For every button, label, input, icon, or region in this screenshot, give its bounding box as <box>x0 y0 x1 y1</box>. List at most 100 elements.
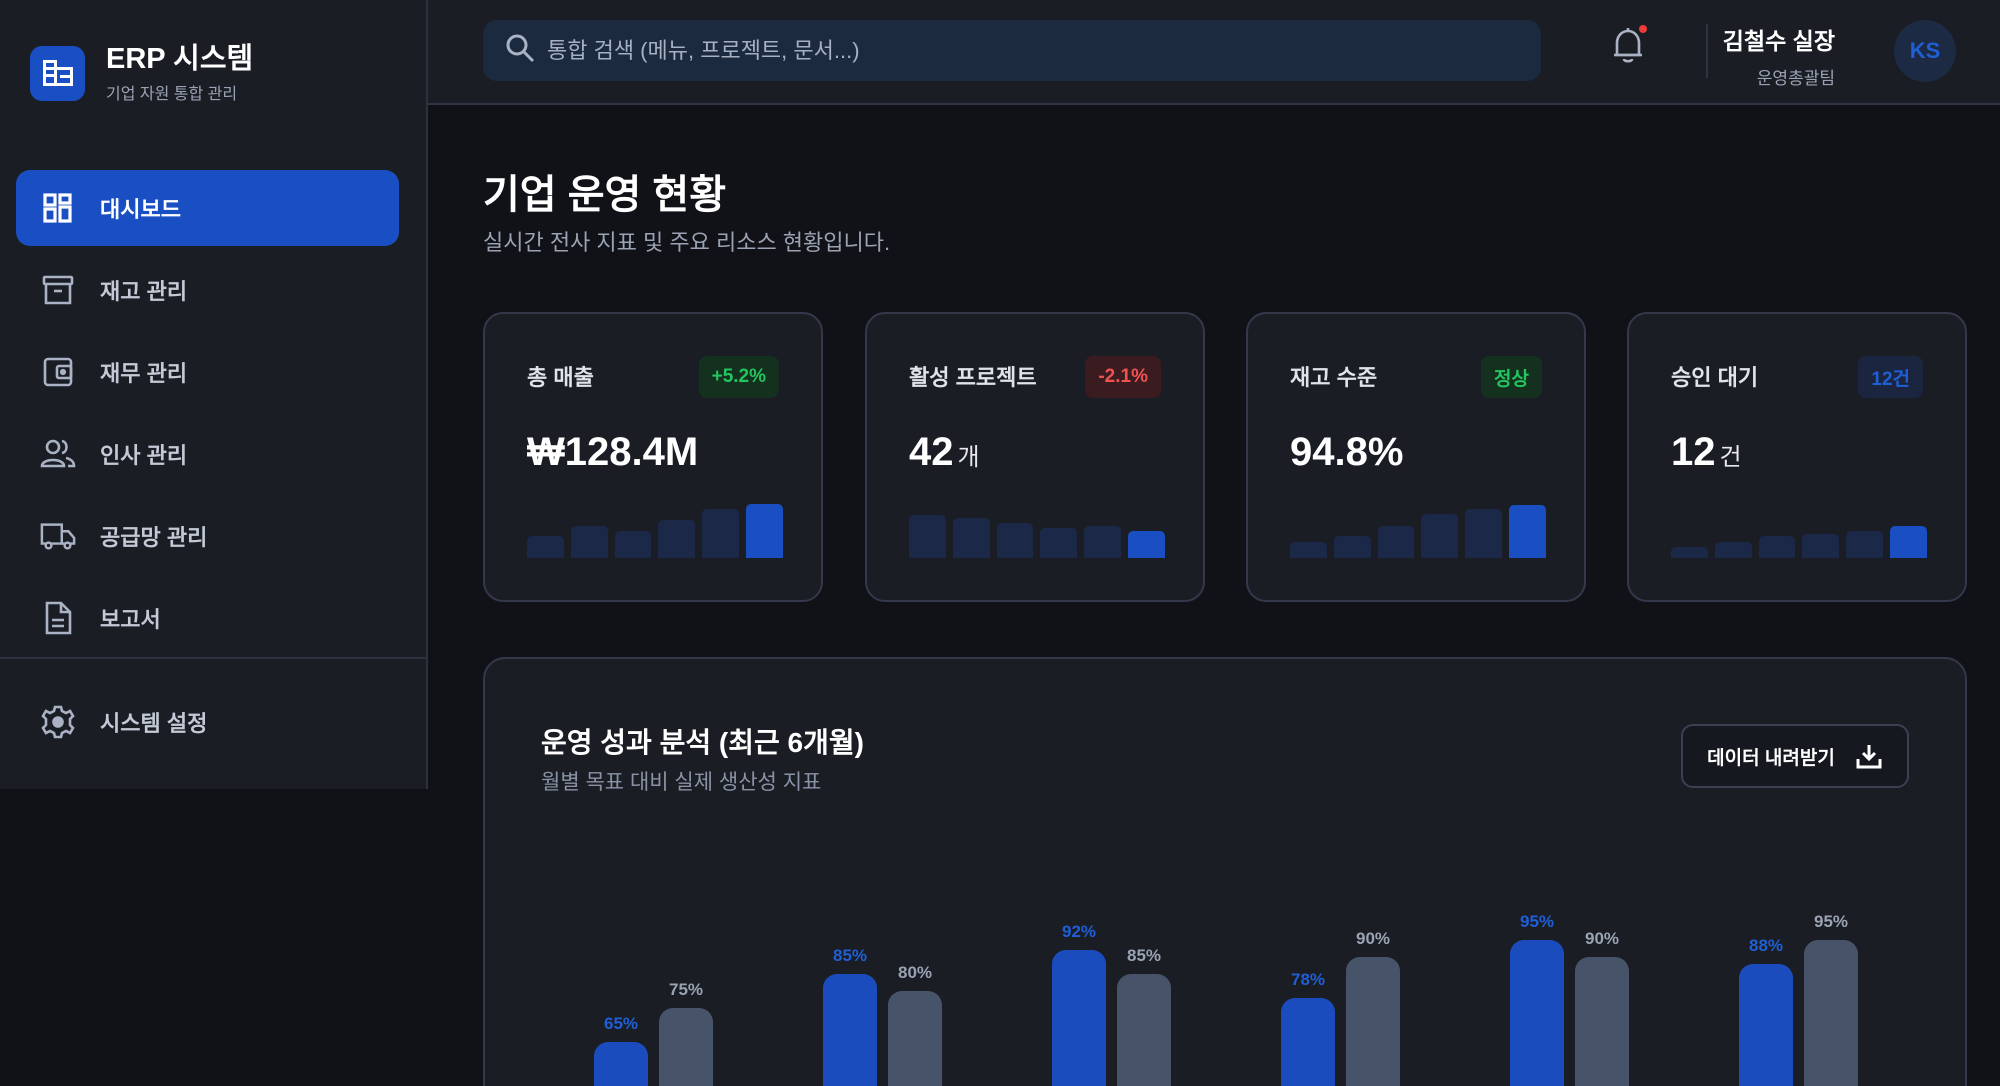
target-bar[interactable] <box>1575 957 1629 1086</box>
actual-bar[interactable] <box>594 1042 648 1086</box>
kpi-title: 활성 프로젝트 <box>909 365 1037 390</box>
actual-bar[interactable] <box>1281 997 1335 1086</box>
user-name: 김철수 실장 <box>1722 28 1835 54</box>
kpi-sparkline <box>527 498 783 558</box>
user-info[interactable]: 김철수 실장 운영총괄팀 <box>1723 22 1835 89</box>
unread-indicator <box>1639 25 1647 33</box>
kpi-title: 총 매출 <box>527 365 594 390</box>
gear-icon <box>40 704 76 740</box>
kpi-value-number: ₩128.4M <box>527 430 699 474</box>
kpi-value: 42 개 <box>909 430 980 475</box>
sparkline-bar <box>1040 528 1078 558</box>
kpi-card-approvals[interactable]: 승인 대기 12건 12 건 <box>1627 312 1967 602</box>
chart-bar-group: 88% 95% <box>1739 659 1858 1086</box>
dashboard-grid-icon <box>40 190 76 226</box>
sidebar-item-label: 보고서 <box>100 607 161 632</box>
target-bar[interactable] <box>659 1008 713 1086</box>
bar-value-label: 95% <box>1519 912 1555 931</box>
bar-value-label: 85% <box>1126 946 1162 965</box>
global-search[interactable] <box>483 20 1541 81</box>
download-data-button[interactable]: 데이터 내려받기 <box>1681 724 1909 788</box>
bar-value-label: 75% <box>668 980 704 999</box>
sidebar-item-label: 인사 관리 <box>100 443 188 468</box>
sparkline-bar <box>658 520 696 558</box>
chart-bar-group: 78% 90% <box>1281 659 1400 1086</box>
kpi-value: ₩128.4M <box>527 430 698 475</box>
sidebar-item-reports[interactable]: 보고서 <box>16 580 399 656</box>
sidebar-nav: 대시보드 재고 관리 재무 관리 인사 관리 공급망 관리 <box>16 170 399 662</box>
sparkline-bar <box>746 504 783 558</box>
sidebar-item-hr[interactable]: 인사 관리 <box>16 416 399 492</box>
chart-bar-group: 95% 90% <box>1510 659 1629 1086</box>
sparkline-bar <box>1509 505 1546 558</box>
sidebar-item-dashboard[interactable]: 대시보드 <box>16 170 399 246</box>
kpi-card-inventory[interactable]: 재고 수준 정상 94.8% <box>1246 312 1586 602</box>
sidebar-item-settings[interactable]: 시스템 설정 <box>16 684 399 760</box>
target-bar[interactable] <box>1804 940 1858 1086</box>
sidebar-item-supply-chain[interactable]: 공급망 관리 <box>16 498 399 574</box>
kpi-sparkline <box>909 498 1165 558</box>
user-team: 운영총괄팀 <box>1756 69 1835 88</box>
search-input[interactable] <box>547 37 1497 64</box>
kpi-unit: 건 <box>1719 444 1742 471</box>
sidebar-item-label: 재무 관리 <box>100 361 188 386</box>
sidebar-item-label: 시스템 설정 <box>100 711 208 736</box>
panel-subtitle: 월별 목표 대비 실제 생산성 지표 <box>541 771 822 794</box>
kpi-badge: -2.1% <box>1085 356 1161 398</box>
actual-bar[interactable] <box>1052 950 1106 1086</box>
chart-bar-group: 92% 85% <box>1052 659 1171 1086</box>
sidebar-item-label: 대시보드 <box>100 197 181 222</box>
users-icon <box>40 436 76 472</box>
kpi-value-number: 12 <box>1671 430 1716 474</box>
kpi-value: 12 건 <box>1671 430 1742 475</box>
sparkline-bar <box>1846 531 1884 558</box>
header-divider <box>1706 24 1708 78</box>
sidebar-item-finance[interactable]: 재무 관리 <box>16 334 399 410</box>
sparkline-bar <box>1890 526 1927 558</box>
sparkline-bar <box>1084 526 1122 558</box>
sparkline-bar <box>996 523 1034 558</box>
kpi-sparkline <box>1290 498 1546 558</box>
sidebar-item-inventory[interactable]: 재고 관리 <box>16 252 399 328</box>
sidebar-item-label: 재고 관리 <box>100 279 188 304</box>
download-icon <box>1855 742 1883 770</box>
chart-bar-group: 65% 75% <box>594 659 713 1086</box>
truck-icon <box>40 518 76 554</box>
performance-bar-chart: 65% 75% 85% 80% 92% 85% 78% 90% 95% 90% 88% 95% <box>485 659 1965 1086</box>
bar-value-label: 88% <box>1748 935 1784 955</box>
notifications-button[interactable] <box>1611 25 1651 65</box>
sparkline-bar <box>952 518 990 558</box>
target-bar[interactable] <box>888 991 942 1086</box>
kpi-unit: 개 <box>957 444 980 471</box>
sparkline-bar <box>1465 509 1503 558</box>
page-subtitle: 실시간 전사 지표 및 주요 리소스 현황입니다. <box>483 230 891 255</box>
sparkline-bar <box>909 515 946 558</box>
sparkline-bar <box>1714 542 1752 558</box>
sparkline-bar <box>1758 536 1796 558</box>
sidebar: ERP 시스템 기업 자원 통합 관리 대시보드 재고 관리 재무 관리 <box>0 0 428 789</box>
sparkline-bar <box>1128 531 1165 558</box>
kpi-card-projects[interactable]: 활성 프로젝트 -2.1% 42 개 <box>865 312 1205 602</box>
avatar[interactable]: KS <box>1894 20 1956 82</box>
building-icon <box>30 45 85 101</box>
actual-bar[interactable] <box>1510 940 1564 1086</box>
kpi-value-number: 42 <box>909 430 954 474</box>
brand[interactable]: ERP 시스템 기업 자원 통합 관리 <box>30 42 253 104</box>
bar-value-label: 78% <box>1290 969 1326 989</box>
actual-bar[interactable] <box>823 974 877 1086</box>
sidebar-settings: 시스템 설정 <box>16 684 399 766</box>
sidebar-divider <box>0 657 426 659</box>
sparkline-bar <box>570 526 608 558</box>
kpi-title: 재고 수준 <box>1290 365 1378 390</box>
kpi-card-revenue[interactable]: 총 매출 +5.2% ₩128.4M <box>483 312 823 602</box>
target-bar[interactable] <box>1346 957 1400 1086</box>
sparkline-bar <box>1290 542 1327 558</box>
bar-value-label: 95% <box>1813 912 1849 931</box>
top-header: 김철수 실장 운영총괄팀 KS <box>428 0 2000 105</box>
target-bar[interactable] <box>1117 974 1171 1086</box>
sparkline-bar <box>702 509 740 558</box>
kpi-value-number: 94.8% <box>1290 430 1404 474</box>
kpi-badge: +5.2% <box>698 356 779 398</box>
bar-value-label: 90% <box>1355 929 1391 948</box>
actual-bar[interactable] <box>1739 963 1793 1086</box>
